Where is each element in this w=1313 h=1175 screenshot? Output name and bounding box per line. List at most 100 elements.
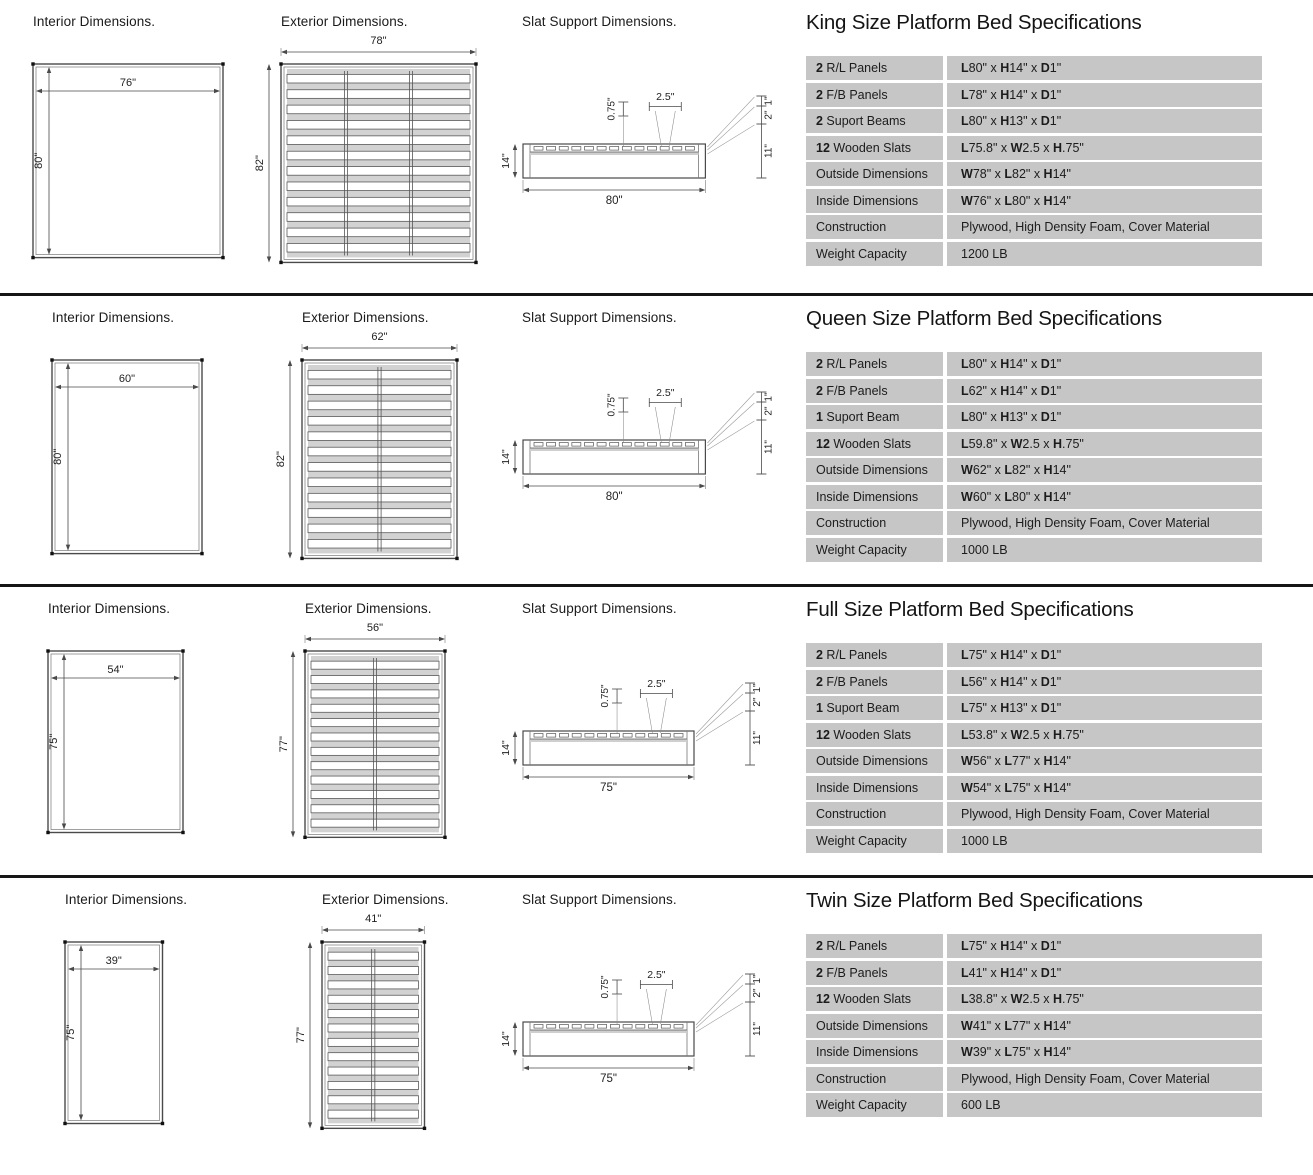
exterior-dimensions-diagram: 78" 82" — [254, 35, 478, 265]
exterior-width-label: 78" — [370, 35, 386, 47]
spec-row-value: W76" x L80" x H14" — [947, 188, 1262, 213]
exterior-dimensions-heading: Exterior Dimensions. — [281, 14, 408, 29]
interior-dimensions-heading: Interior Dimensions. — [65, 892, 188, 907]
interior-dimensions-diagram: 60" 80" — [50, 358, 204, 556]
slat-width-label: 2.5" — [647, 678, 666, 690]
spec-row: Outside Dimensions W56" x L77" x H14" — [806, 749, 1262, 773]
spec-row: 12 Wooden Slats L38.8" x W2.5 x H.75" — [806, 987, 1262, 1011]
spec-row-value: Plywood, High Density Foam, Cover Materi… — [947, 215, 1262, 239]
spec-row: Outside Dimensions W41" x L77" x H14" — [806, 1013, 1262, 1038]
spec-row-label: 12 Wooden Slats — [806, 135, 943, 160]
exterior-height-label: 82" — [254, 155, 266, 171]
spec-row-value: L78" x H14" x D1" — [947, 82, 1262, 107]
spec-row-value: L41" x H14" x D1" — [947, 960, 1262, 985]
spec-row: 2 F/B Panels L78" x H14" x D1" — [806, 82, 1262, 107]
exterior-dimensions-heading: Exterior Dimensions. — [302, 310, 429, 325]
spec-row-label: Outside Dimensions — [806, 1013, 943, 1038]
spec-row-value: 1200 LB — [947, 241, 1262, 266]
spec-row-label: Weight Capacity — [806, 1093, 943, 1117]
slat-support-diagram: 14" 75" 0.75" 2.5" 1" 2" 11" — [500, 969, 763, 1085]
slat-frame-height-label: 14" — [500, 449, 512, 465]
spec-table: 2 R/L Panels L75" x H14" x D1" 2 F/B Panel… — [806, 643, 1262, 853]
spec-row-value: L75.8" x W2.5 x H.75" — [947, 135, 1262, 160]
interior-dimensions-diagram: 76" 80" — [31, 62, 225, 260]
spec-row: 2 R/L Panels L75" x H14" x D1" — [806, 643, 1262, 667]
spec-row-value: L80" x H13" x D1" — [947, 109, 1262, 133]
spec-row: 2 F/B Panels L41" x H14" x D1" — [806, 960, 1262, 985]
spec-row: Construction Plywood, High Density Foam, … — [806, 802, 1262, 826]
interior-dimensions-diagram: 54" 75" — [46, 649, 185, 835]
spec-row-value: L75" x H14" x D1" — [947, 934, 1262, 958]
spec-row: Construction Plywood, High Density Foam, … — [806, 511, 1262, 535]
slat-thickness-label: 0.75" — [600, 975, 611, 998]
spec-row: Construction Plywood, High Density Foam, … — [806, 215, 1262, 239]
interior-dimensions-heading: Interior Dimensions. — [33, 14, 156, 29]
slat-width-label: 2.5" — [647, 969, 666, 981]
spec-row-value: W56" x L77" x H14" — [947, 749, 1262, 773]
exterior-width-label: 62" — [371, 331, 387, 343]
spec-row-value: L80" x H13" x D1" — [947, 405, 1262, 429]
spec-row-value: W41" x L77" x H14" — [947, 1013, 1262, 1038]
spec-row-value: L62" x H14" x D1" — [947, 378, 1262, 403]
spec-row: 2 R/L Panels L80" x H14" x D1" — [806, 56, 1262, 80]
spec-row-label: Construction — [806, 511, 943, 535]
spec-row-value: L80" x H14" x D1" — [947, 56, 1262, 80]
rail-top-label: 1" — [752, 974, 763, 984]
spec-row-value: L38.8" x W2.5 x H.75" — [947, 987, 1262, 1011]
spec-row-label: Inside Dimensions — [806, 1040, 943, 1064]
spec-row-value: Plywood, High Density Foam, Cover Materi… — [947, 511, 1262, 535]
spec-row-value: Plywood, High Density Foam, Cover Materi… — [947, 1066, 1262, 1091]
spec-row: Construction Plywood, High Density Foam, … — [806, 1066, 1262, 1091]
spec-row-label: Outside Dimensions — [806, 458, 943, 482]
interior-height-label: 80" — [52, 449, 64, 465]
spec-row-label: Inside Dimensions — [806, 188, 943, 213]
rail-top-label: 1" — [763, 96, 774, 106]
spec-row-label: 2 Suport Beams — [806, 109, 943, 133]
spec-row-value: 1000 LB — [947, 828, 1262, 853]
rail-lip-label: 2" — [763, 110, 774, 120]
spec-row-label: 2 F/B Panels — [806, 378, 943, 403]
slat-frame-height-label: 14" — [500, 740, 512, 756]
spec-row-label: Construction — [806, 802, 943, 826]
slat-support-dimensions-heading: Slat Support Dimensions. — [522, 14, 677, 29]
rail-body-label: 11" — [752, 1022, 763, 1036]
slat-length-label: 80" — [606, 491, 623, 503]
slat-support-dimensions-heading: Slat Support Dimensions. — [522, 892, 677, 907]
exterior-dimensions-diagram: 56" 77" — [278, 622, 447, 840]
exterior-dimensions-diagram: 62" 82" — [275, 331, 459, 561]
spec-row-value: L75" x H14" x D1" — [947, 643, 1262, 667]
rail-body-label: 11" — [763, 144, 774, 158]
spec-row-value: 1000 LB — [947, 537, 1262, 562]
spec-row-label: Weight Capacity — [806, 537, 943, 562]
interior-dimensions-heading: Interior Dimensions. — [52, 310, 175, 325]
exterior-dimensions-diagram: 41" 77" — [295, 913, 427, 1131]
spec-row-label: Inside Dimensions — [806, 484, 943, 509]
spec-section-king: Interior Dimensions. Exterior Dimensions… — [0, 0, 1313, 293]
interior-height-label: 75" — [65, 1025, 77, 1041]
spec-row: Inside Dimensions W60" x L80" x H14" — [806, 484, 1262, 509]
spec-row-label: 12 Wooden Slats — [806, 722, 943, 747]
spec-row-value: W60" x L80" x H14" — [947, 484, 1262, 509]
spec-row-value: L59.8" x W2.5 x H.75" — [947, 431, 1262, 456]
rail-top-label: 1" — [763, 392, 774, 402]
spec-row-label: Construction — [806, 1066, 943, 1091]
slat-length-label: 80" — [606, 195, 623, 207]
spec-row: Outside Dimensions W78" x L82" x H14" — [806, 162, 1262, 186]
spec-row: Weight Capacity 1000 LB — [806, 828, 1262, 853]
spec-row-value: W39" x L75" x H14" — [947, 1040, 1262, 1064]
slat-thickness-label: 0.75" — [606, 97, 617, 120]
spec-row-label: 1 Suport Beam — [806, 405, 943, 429]
spec-row-value: W54" x L75" x H14" — [947, 775, 1262, 800]
spec-row-value: W78" x L82" x H14" — [947, 162, 1262, 186]
exterior-height-label: 77" — [278, 736, 290, 752]
spec-row-label: 2 R/L Panels — [806, 352, 943, 376]
spec-row: Outside Dimensions W62" x L82" x H14" — [806, 458, 1262, 482]
spec-panel: Twin Size Platform Bed Specifications 2 … — [806, 888, 1262, 1120]
spec-row-value: Plywood, High Density Foam, Cover Materi… — [947, 802, 1262, 826]
slat-width-label: 2.5" — [656, 91, 675, 103]
rail-lip-label: 2" — [752, 697, 763, 707]
spec-row: Inside Dimensions W54" x L75" x H14" — [806, 775, 1262, 800]
exterior-height-label: 82" — [275, 451, 287, 467]
exterior-height-label: 77" — [295, 1027, 307, 1043]
